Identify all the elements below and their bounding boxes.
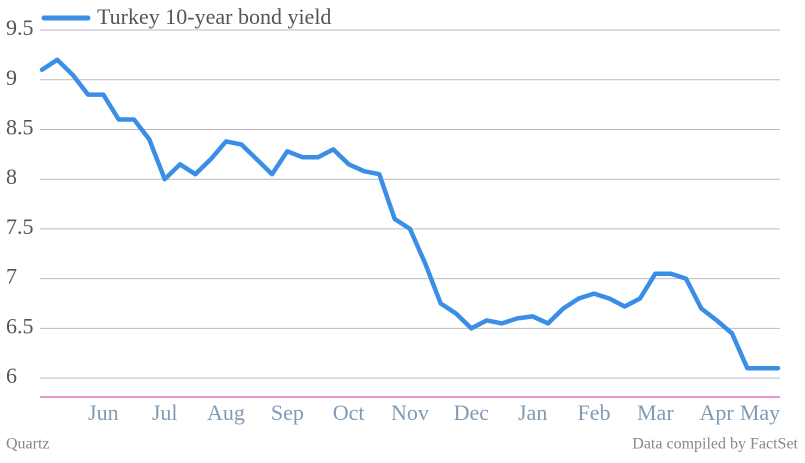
x-tick-label: Mar — [637, 400, 674, 425]
x-tick-label: Jul — [152, 400, 178, 425]
x-tick-label: Dec — [454, 400, 490, 425]
x-tick-label: Aug — [207, 400, 245, 425]
x-tick-label: Apr — [700, 400, 735, 425]
x-tick-label: Feb — [578, 400, 611, 425]
source-right: Data compiled by FactSet — [632, 436, 798, 453]
y-tick-label: 7.5 — [6, 214, 34, 239]
x-tick-label: Sep — [271, 400, 304, 425]
y-tick-label: 6.5 — [6, 313, 34, 338]
y-tick-label: 7 — [6, 264, 17, 289]
line-series — [39, 57, 781, 371]
x-tick-label: Jan — [518, 400, 547, 425]
y-tick-label: 9.5 — [6, 15, 34, 40]
y-tick-label: 8 — [6, 164, 17, 189]
x-tick-label: Nov — [391, 400, 429, 425]
y-tick-label: 9 — [6, 65, 17, 90]
legend-label: Turkey 10-year bond yield — [97, 4, 331, 29]
x-tick-label: Oct — [333, 400, 365, 425]
y-tick-label: 8.5 — [6, 115, 34, 140]
x-tick-label: May — [740, 400, 780, 425]
x-tick-label: Jun — [88, 400, 119, 425]
source-left: Quartz — [6, 436, 50, 453]
y-tick-label: 6 — [6, 363, 17, 388]
